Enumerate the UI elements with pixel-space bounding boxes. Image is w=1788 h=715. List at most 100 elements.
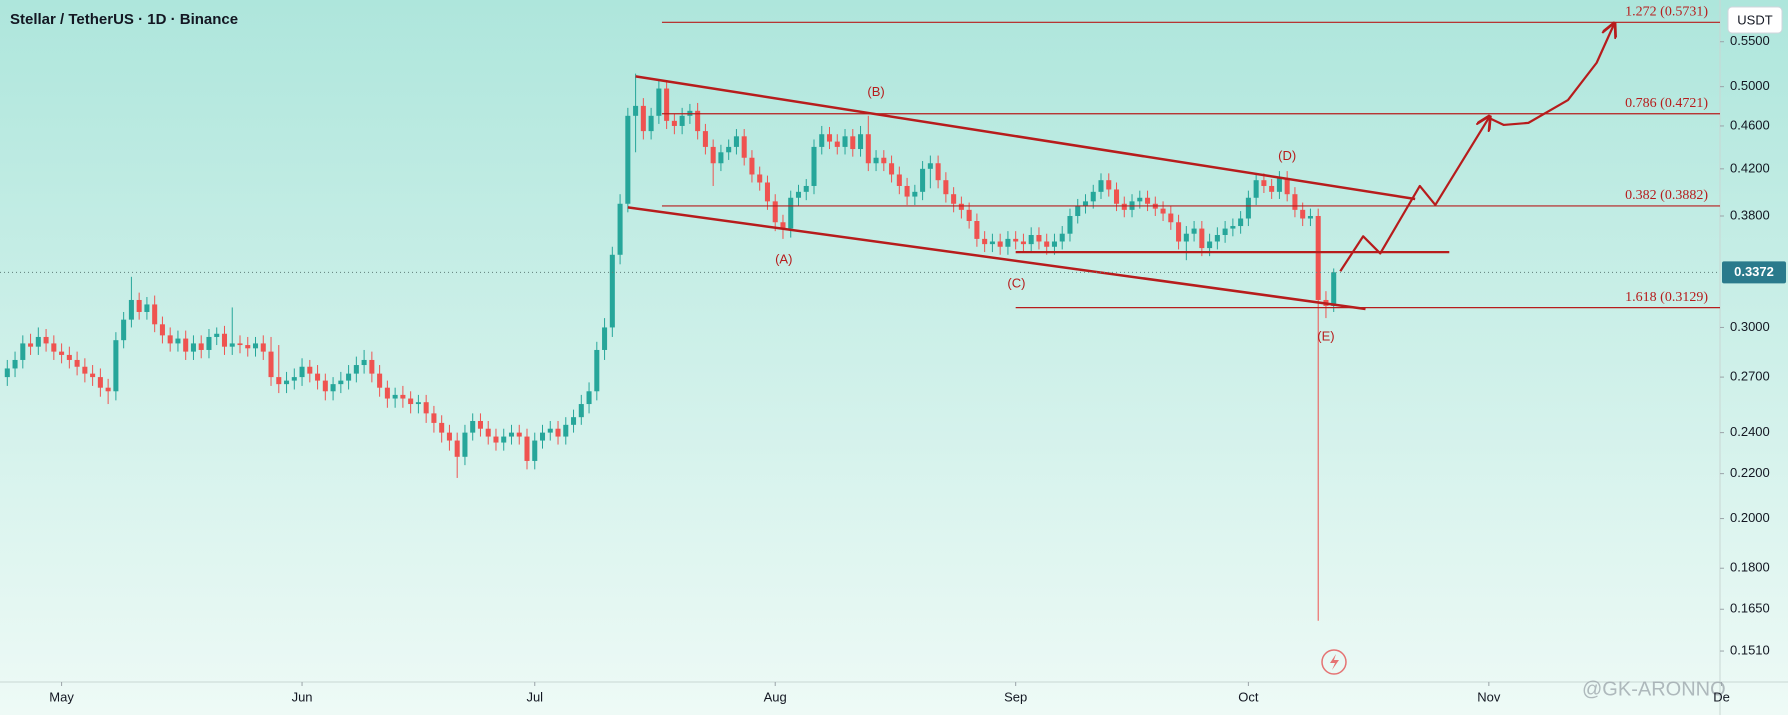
candle-body [66, 354, 72, 360]
candle-body [819, 134, 825, 147]
candle-body [539, 432, 546, 441]
x-tick-label: Oct [1238, 689, 1259, 704]
candle-body [617, 203, 623, 255]
candle-body [113, 340, 119, 392]
candle-body [183, 338, 189, 352]
event-icon[interactable] [1321, 649, 1347, 675]
candle-body [105, 387, 111, 392]
event-icon-bolt [1330, 654, 1339, 670]
candle-body [563, 424, 569, 437]
candle-body [121, 319, 127, 341]
candle-body [330, 384, 336, 392]
candle-body [834, 141, 840, 147]
candle-body [749, 157, 755, 175]
candle-body [795, 191, 802, 198]
x-tick-label: Sep [1004, 689, 1027, 704]
candle-body [1245, 197, 1251, 219]
candle-body [1051, 241, 1057, 247]
candle-body [780, 222, 786, 229]
candle-body [571, 417, 577, 425]
y-tick-label: 0.4600 [1730, 117, 1770, 132]
candle-body [695, 110, 701, 132]
candle-body [221, 333, 228, 347]
candle-body [291, 377, 297, 381]
current-price-label: 0.3372 [1734, 264, 1774, 279]
candle-body [671, 120, 677, 126]
candle-body [1005, 238, 1011, 247]
candle-body [865, 134, 871, 164]
candle-body [648, 115, 654, 132]
candle-body [1137, 197, 1143, 202]
candle-body [159, 324, 165, 336]
candle-body [1238, 218, 1244, 227]
candle-body [710, 146, 716, 164]
wave-label: (A) [775, 252, 792, 267]
candle-body [446, 432, 452, 441]
candle-body [516, 432, 522, 437]
candle-body [524, 436, 530, 461]
candle-body [602, 327, 608, 350]
candle-body [415, 402, 421, 405]
candle-body [609, 254, 615, 328]
currency-button[interactable] [1727, 6, 1783, 34]
candle-body [974, 220, 980, 239]
candle-body [252, 343, 259, 349]
candle-body [989, 241, 995, 245]
currency-label[interactable]: USDT [1737, 12, 1772, 27]
candle-body [1292, 194, 1298, 210]
candle-body [1090, 191, 1096, 202]
candle-body [1160, 208, 1166, 214]
x-tick-label: De [1713, 689, 1730, 704]
current-price-box [1722, 261, 1786, 284]
fib-level-label: 1.272 (0.5731) [1625, 5, 1708, 20]
y-tick-label: 0.5000 [1730, 78, 1770, 93]
candle-body [858, 134, 864, 150]
candle-body [826, 134, 833, 142]
candle-body [633, 105, 639, 116]
wave-label: (D) [1278, 148, 1296, 163]
candle-body [958, 203, 964, 210]
x-tick-label: Aug [764, 689, 787, 704]
candle-body [733, 136, 739, 147]
candle-body [384, 387, 390, 399]
candle-body [198, 343, 204, 350]
candle-body [82, 366, 88, 374]
candle-body [12, 359, 18, 369]
candle-body [284, 380, 290, 385]
candle-body [1284, 177, 1290, 195]
y-tick-label: 0.2400 [1730, 424, 1770, 439]
candle-body [229, 343, 235, 347]
candle-body [881, 157, 887, 164]
candle-body [501, 436, 507, 443]
candle-body [74, 359, 80, 367]
candle-body [997, 241, 1003, 247]
candle-body [260, 343, 266, 352]
candle-body [1082, 201, 1089, 207]
candle-body [927, 163, 933, 169]
candle-body [1020, 241, 1026, 245]
candle-body [1230, 226, 1236, 229]
candle-body [431, 413, 437, 423]
candle-body [1098, 180, 1104, 192]
candle-body [51, 343, 57, 352]
y-tick-label: 0.1650 [1730, 601, 1770, 616]
candle-body [1222, 228, 1228, 235]
candle-body [1331, 272, 1337, 306]
candle-body [1307, 216, 1313, 219]
candle-body [1315, 216, 1321, 300]
candle-body [1183, 233, 1189, 242]
candle-body [1207, 241, 1213, 249]
candle-body [679, 115, 685, 126]
y-tick-label: 0.2700 [1730, 369, 1770, 384]
candle-body [1253, 180, 1259, 198]
candle-body [1013, 238, 1019, 242]
candle-body [640, 105, 646, 132]
candle-body [741, 136, 747, 158]
candle-body [625, 115, 631, 204]
candle-body [1036, 234, 1042, 242]
candle-body [439, 422, 445, 433]
candle-body [322, 380, 328, 392]
candle-body [811, 146, 817, 186]
y-tick-label: 0.3000 [1730, 319, 1770, 334]
